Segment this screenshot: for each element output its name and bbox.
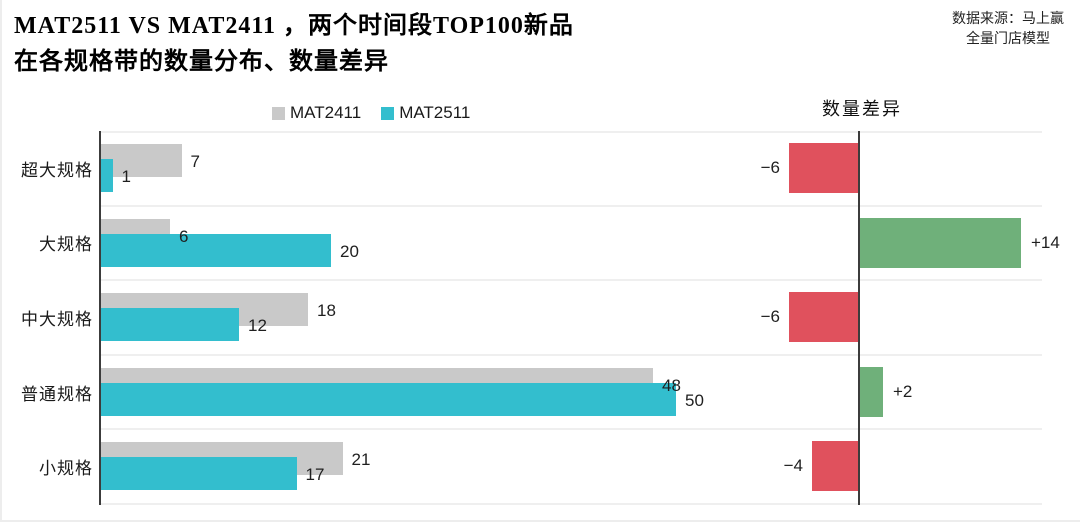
value-label-mat2511-row-0: 1 <box>121 167 131 186</box>
bar-mat2411-row-0 <box>101 144 182 177</box>
category-label-3: 普通规格 <box>21 384 93 404</box>
value-label-mat2411-row-4: 21 <box>351 450 371 470</box>
legend-label-mat2411: MAT2411 <box>290 103 362 122</box>
bar-mat2511-row-2 <box>101 308 239 342</box>
category-label-4: 小规格 <box>39 459 93 479</box>
chart-row-1: 大规格 6 20 +14 <box>2 206 1080 282</box>
diff-bar-row-1 <box>860 217 1021 268</box>
bar-mat2511-row-3 <box>101 382 676 416</box>
chart-row-4: 小规格 21 17 −4 <box>2 429 1080 505</box>
row-gridline-1 <box>100 279 1042 282</box>
value-label-mat2511-row-1: 20 <box>340 241 359 261</box>
source-line-2: 全量门店模型 <box>966 32 1050 47</box>
bar-mat2511-row-1 <box>101 233 331 267</box>
diff-bar-row-0 <box>789 143 858 193</box>
diff-label-row-2: −6 <box>760 307 780 327</box>
diff-label-row-3: +2 <box>893 381 913 401</box>
diff-panel-title: 数量差异 <box>822 99 902 119</box>
category-label-2: 中大规格 <box>21 309 93 329</box>
diff-bar-row-3 <box>860 366 883 417</box>
value-label-mat2511-row-2: 12 <box>248 316 267 336</box>
source-line-1: 数据来源：马上赢 <box>952 12 1064 27</box>
bar-mat2511-row-4 <box>101 457 297 491</box>
row-gridline-4 <box>100 502 1042 505</box>
diff-label-row-4: −4 <box>783 456 803 476</box>
bar-mat2511-row-0 <box>101 159 113 192</box>
value-label-mat2411-row-2: 18 <box>317 301 336 321</box>
page-title: MAT2511 VS MAT2411 ，两个时间段TOP100新品 在各规格带的… <box>14 8 634 80</box>
legend-swatch-mat2411-icon <box>272 106 285 120</box>
legend-item-mat2511: MAT2511 <box>381 103 470 123</box>
chart-row-2: 中大规格 18 12 −6 <box>2 280 1080 356</box>
legend: MAT2411 MAT2511 <box>272 103 470 123</box>
chart-plot-area: 超大规格 7 1 −6 大规格 6 20 +14 中大规格 18 12 −6 普通规格 48 50 +2 小规格… <box>2 131 1080 505</box>
diff-bar-row-4 <box>812 441 858 492</box>
chart-top-gridline <box>100 131 1042 133</box>
diff-bar-row-2 <box>789 292 858 343</box>
row-gridline-2 <box>100 353 1042 356</box>
value-label-mat2411-row-1: 6 <box>179 226 189 246</box>
value-label-mat2511-row-4: 17 <box>305 465 325 485</box>
data-source-note: 数据来源：马上赢 全量门店模型 <box>952 10 1064 50</box>
category-label-1: 大规格 <box>39 235 93 255</box>
title-line-1: MAT2511 VS MAT2411 ，两个时间段TOP100新品 <box>14 13 574 39</box>
diff-label-row-0: −6 <box>760 158 780 177</box>
value-label-mat2511-row-3: 50 <box>685 390 704 410</box>
category-label-0: 超大规格 <box>21 160 93 180</box>
diff-chart-axis-line <box>858 131 860 505</box>
chart-row-3: 普通规格 48 50 +2 <box>2 355 1080 431</box>
value-label-mat2411-row-3: 48 <box>662 375 681 395</box>
row-gridline-3 <box>100 428 1042 431</box>
diff-label-row-1: +14 <box>1031 232 1060 252</box>
row-gridline-0 <box>100 204 1042 207</box>
chart-row-0: 超大规格 7 1 −6 <box>2 131 1080 207</box>
title-line-2: 在各规格带的数量分布、数量差异 <box>14 49 389 75</box>
value-label-mat2411-row-0: 7 <box>190 152 200 171</box>
legend-swatch-mat2511-icon <box>381 106 395 120</box>
legend-label-mat2511: MAT2511 <box>399 103 471 122</box>
left-chart-axis-line <box>99 131 101 505</box>
legend-item-mat2411: MAT2411 <box>272 103 361 123</box>
